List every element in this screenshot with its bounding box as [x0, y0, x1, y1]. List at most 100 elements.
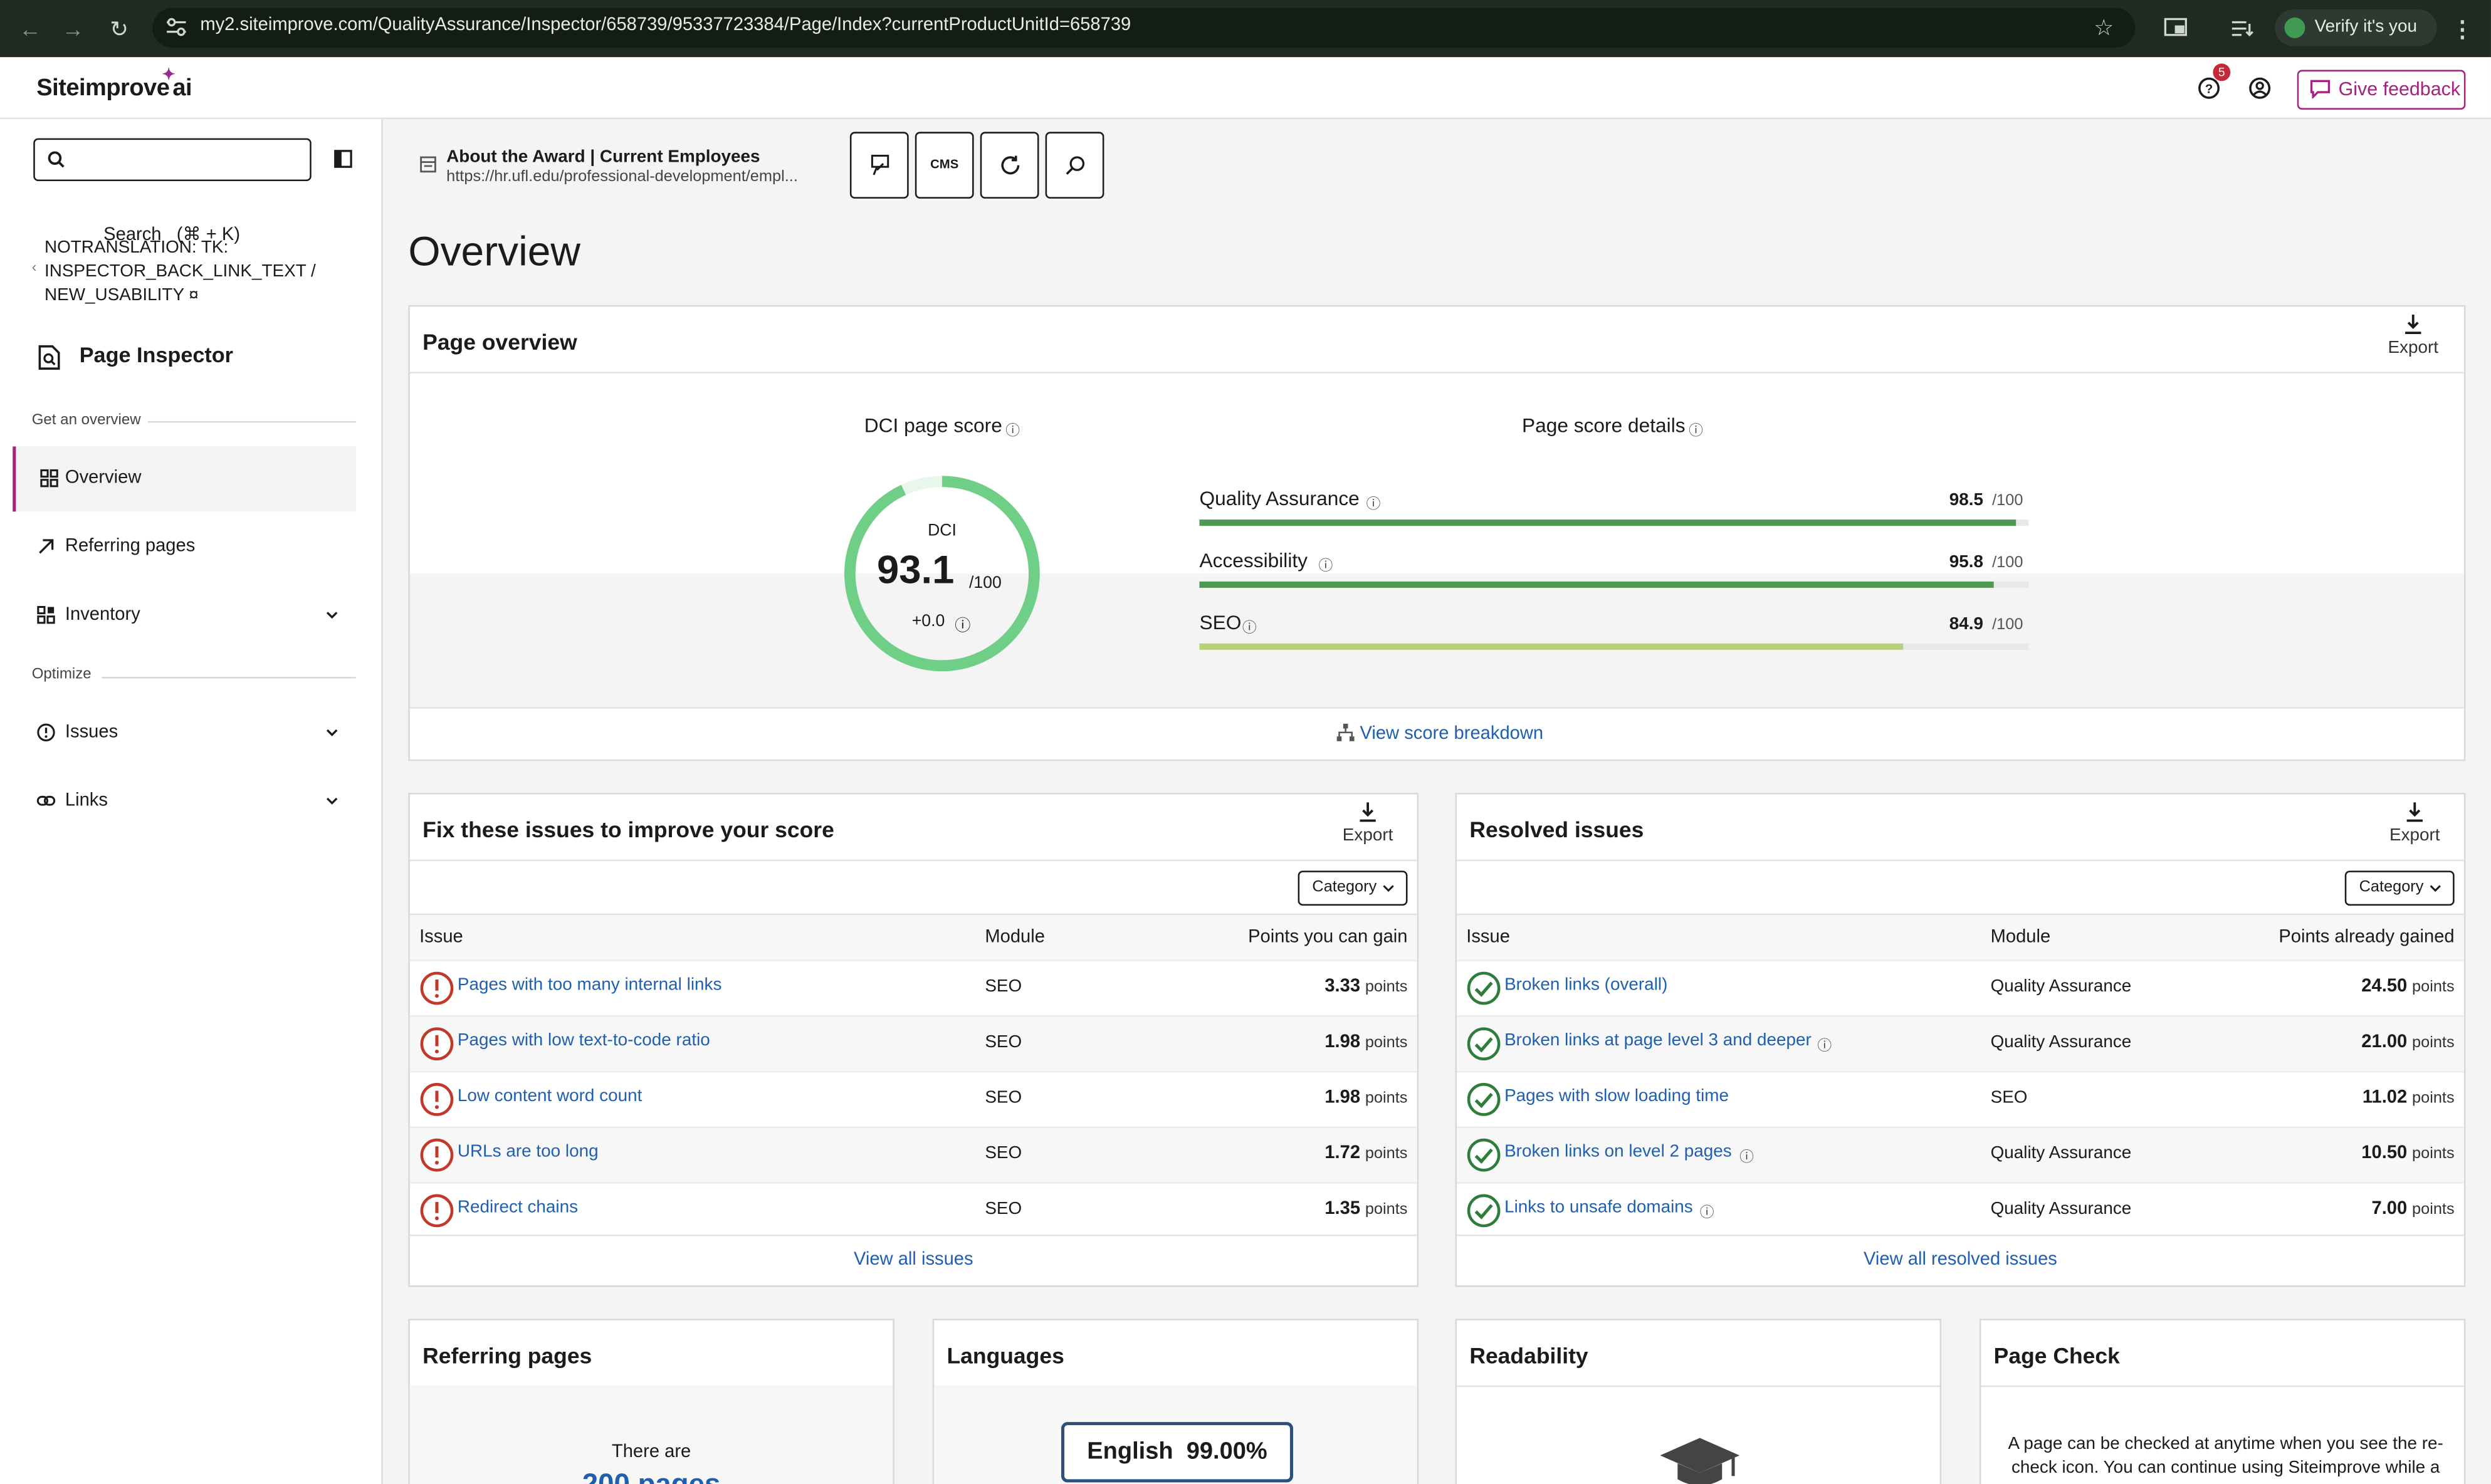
score-max: /100	[1992, 492, 2023, 510]
col-points: Points you can gain	[1248, 927, 1408, 948]
issue-link[interactable]: Pages with low text-to-code ratio	[457, 1031, 710, 1050]
verify-profile-button[interactable]: Verify it's you	[2275, 9, 2437, 46]
user-account-icon[interactable]	[2248, 76, 2272, 100]
score-max: /100	[1992, 554, 2023, 572]
graduation-cap-icon	[1660, 1438, 1740, 1484]
page-inspector-icon	[38, 345, 60, 370]
points-cell: 24.50 points	[2361, 977, 2454, 996]
page-inspector-title: Page Inspector	[79, 343, 234, 367]
issue-link[interactable]: Pages with slow loading time	[1504, 1087, 1729, 1106]
help-icon[interactable]: ⓘ	[1366, 496, 1381, 512]
notification-badge: 5	[2213, 63, 2231, 81]
export-button[interactable]: Export	[1336, 801, 1399, 858]
issue-link[interactable]: URLs are too long	[457, 1142, 599, 1162]
download-icon	[1360, 802, 1376, 822]
card-shade	[409, 573, 2464, 708]
card-title: Fix these issues to improve your score	[422, 817, 834, 842]
issue-link[interactable]: Broken links on level 2 pages	[1504, 1142, 1732, 1162]
issue-link[interactable]: Pages with too many internal links	[457, 975, 722, 995]
cast-icon[interactable]	[2164, 18, 2188, 38]
points-cell: 1.35 points	[1324, 1199, 1407, 1218]
highlight-icon	[870, 154, 888, 175]
sidebar-item-overview[interactable]: Overview	[13, 446, 356, 512]
arrow-up-right-icon	[39, 539, 54, 554]
sidebar-item-links[interactable]: Links	[13, 769, 355, 834]
give-feedback-button[interactable]: Give feedback	[2297, 70, 2466, 110]
chevron-down-icon	[1383, 885, 1394, 892]
dci-change-help-icon[interactable]: ⓘ	[955, 618, 971, 636]
points-value: 1.35	[1324, 1199, 1361, 1219]
issue-link[interactable]: Broken links (overall)	[1504, 975, 1668, 995]
export-button[interactable]: Export	[2383, 801, 2446, 858]
help-icon[interactable]: ⓘ	[1318, 557, 1333, 574]
dci-title: DCI page score	[864, 414, 1002, 437]
bookmark-star-icon[interactable]: ☆	[2094, 14, 2114, 40]
referring-count-link[interactable]: 200 pages	[582, 1468, 721, 1484]
category-filter-dropdown[interactable]: Category	[1298, 870, 1408, 906]
inspect-button[interactable]	[1045, 132, 1104, 199]
points-unit: points	[1365, 1090, 1408, 1108]
table-row: Broken links (overall) Quality Assurance…	[1457, 959, 2464, 1015]
referring-text: There are	[611, 1443, 691, 1462]
cms-button[interactable]: CMS	[915, 132, 974, 199]
table-row: URLs are too long SEO 1.72 points	[409, 1126, 1417, 1183]
divider	[409, 1234, 1417, 1236]
grid-icon	[40, 469, 58, 488]
collapse-sidebar-icon[interactable]	[333, 149, 352, 168]
module-cell: SEO	[1990, 1088, 2028, 1108]
card-title: Page overview	[422, 328, 577, 355]
check-circle-icon	[1467, 1027, 1501, 1061]
issue-link[interactable]: Low content word count	[457, 1087, 642, 1106]
module-cell: SEO	[985, 977, 1022, 996]
category-filter-dropdown[interactable]: Category	[2344, 870, 2455, 906]
highlight-button[interactable]	[849, 132, 909, 199]
issue-link[interactable]: Redirect chains	[457, 1198, 579, 1218]
back-chevron-icon[interactable]: ‹	[31, 259, 37, 275]
help-icon[interactable]: ⓘ	[1242, 619, 1257, 636]
language-tooltip: English 99.00%	[1061, 1422, 1294, 1483]
card-title: Languages	[947, 1342, 1064, 1368]
issue-link[interactable]: Broken links at page level 3 and deeper	[1504, 1031, 1812, 1050]
page-url[interactable]: https://hr.ufl.edu/professional-developm…	[446, 168, 798, 186]
details-help-icon[interactable]: ⓘ	[1689, 422, 1703, 439]
view-score-breakdown-link[interactable]: View score breakdown	[1336, 723, 1543, 744]
forward-arrow-icon[interactable]: →	[61, 16, 85, 41]
siteimprove-logo[interactable]: Siteimprove ✦ ai	[36, 66, 192, 102]
score-row-seo: SEO ⓘ 84.9 /100	[1199, 612, 2029, 650]
error-circle-icon	[420, 1027, 454, 1061]
page-icon	[420, 156, 436, 173]
browser-menu-icon[interactable]: ⋮	[2451, 16, 2474, 41]
dci-score-ring	[844, 476, 1040, 672]
search-button[interactable]: Search (⌘ + K)	[33, 138, 312, 244]
help-icon[interactable]: ⓘ	[1817, 1037, 1832, 1053]
table-row: Broken links on level 2 pages ⓘ Quality …	[1457, 1126, 2464, 1183]
sidebar-item-inventory[interactable]: Inventory	[13, 583, 355, 648]
reading-list-icon[interactable]	[2230, 18, 2254, 38]
dci-help-icon[interactable]: ⓘ	[1005, 422, 1020, 439]
points-unit: points	[1365, 1201, 1408, 1219]
export-button[interactable]: Export	[2381, 313, 2445, 370]
points-cell: 11.02 points	[2363, 1089, 2455, 1107]
site-settings-icon[interactable]	[165, 18, 187, 36]
back-link[interactable]: NOTRANSLATION: TK: INSPECTOR_BACK_LINK_T…	[44, 238, 316, 305]
view-all-issues-link[interactable]: View all issues	[853, 1250, 973, 1270]
divider	[1457, 859, 2464, 862]
help-icon[interactable]: ⓘ	[1739, 1149, 1754, 1165]
points-cell: 21.00 points	[2361, 1033, 2454, 1052]
sidebar-item-referring-pages[interactable]: Referring pages	[13, 515, 355, 580]
score-label: Accessibility	[1199, 550, 1308, 572]
language-percent: 99.00%	[1186, 1438, 1267, 1465]
issue-link[interactable]: Links to unsafe domains	[1504, 1198, 1693, 1218]
sidebar-item-issues[interactable]: Issues	[13, 701, 355, 766]
help-icon[interactable]: ⓘ	[1699, 1204, 1714, 1221]
page-check-card: Page Check A page can be checked at anyt…	[1979, 1319, 2466, 1484]
reload-icon[interactable]: ↻	[110, 16, 128, 41]
breakdown-label: View score breakdown	[1360, 724, 1544, 744]
back-arrow-icon[interactable]: ←	[19, 16, 41, 41]
recheck-button[interactable]	[980, 132, 1039, 199]
help-icon[interactable]: ?	[2197, 76, 2221, 100]
view-all-resolved-link[interactable]: View all resolved issues	[1864, 1250, 2057, 1270]
address-bar[interactable]: my2.siteimprove.com/QualityAssurance/Ins…	[152, 8, 2136, 48]
browser-toolbar: ← → ↻ my2.siteimprove.com/QualityAssuran…	[0, 0, 2491, 58]
search-label: Search (⌘ + K)	[103, 226, 241, 245]
